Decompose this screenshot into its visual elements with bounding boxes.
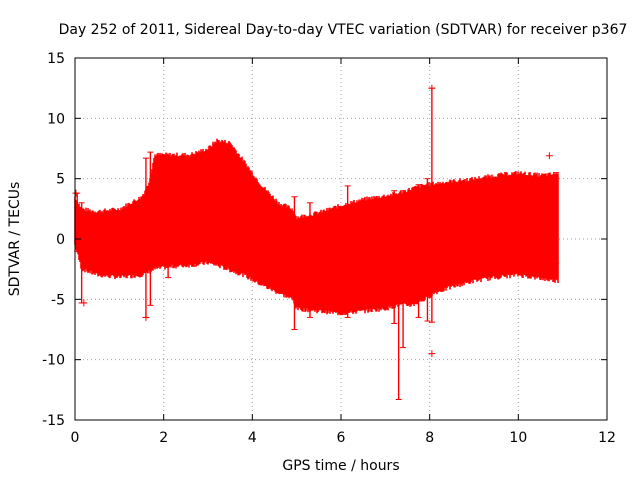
y-tick-label: 10 [47,111,65,127]
x-tick-label: 10 [509,430,527,446]
x-tick-label: 4 [248,430,257,446]
x-tick-label: 2 [159,430,168,446]
data-point [545,152,553,160]
data-point [72,189,80,197]
y-tick-label: -5 [51,292,65,308]
data-point [428,84,436,92]
x-tick-label: 8 [425,430,434,446]
y-tick-label: 5 [56,172,65,188]
data-point [428,350,436,358]
y-tick-label: -10 [42,353,65,369]
data-series [72,84,560,400]
y-tick-label: 15 [47,51,65,67]
x-tick-label: 0 [71,430,80,446]
data-point [80,299,88,307]
x-tick-label: 12 [598,430,616,446]
axis-ticks: 0 2 4 6 8 10 12 -15 -10 -5 0 5 10 15 [42,51,616,446]
y-tick-label: 0 [56,232,65,248]
y-axis-label: SDTVAR / TECUs [7,182,23,297]
y-tick-label: -15 [42,413,65,429]
x-axis-label: GPS time / hours [282,458,399,474]
chart-title: Day 252 of 2011, Sidereal Day-to-day VTE… [59,22,628,38]
data-point [142,313,150,321]
x-tick-label: 6 [337,430,346,446]
